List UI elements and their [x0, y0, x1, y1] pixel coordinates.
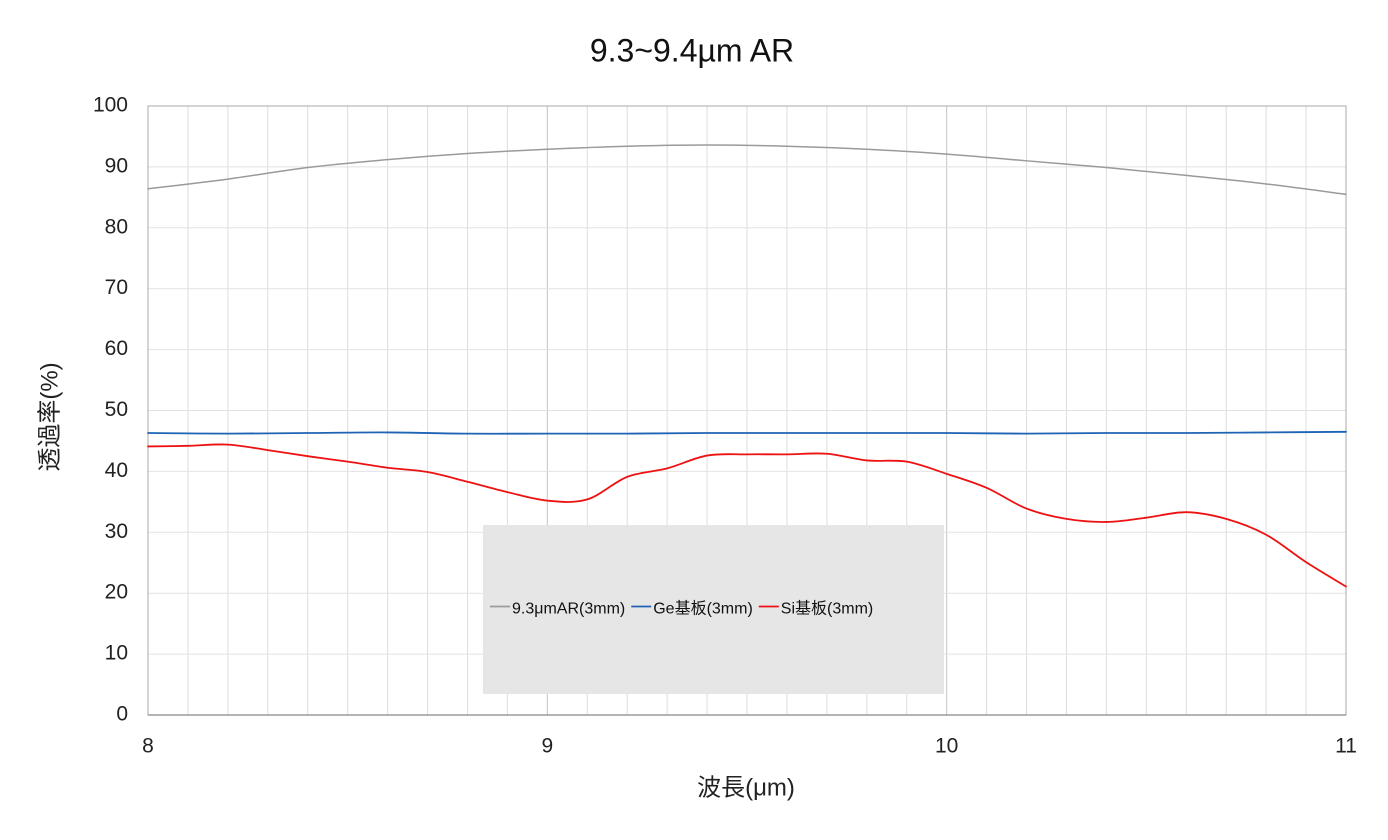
y-tick-label: 70: [105, 276, 128, 299]
x-tick-label: 9: [541, 735, 553, 758]
y-tick-label: 90: [105, 154, 128, 177]
y-tick-labels: 0 10 20 30 40 50 60 70 80 90 100: [93, 94, 128, 726]
y-tick-label: 100: [93, 94, 128, 117]
y-tick-label: 40: [105, 459, 128, 482]
plot-frame: [147, 105, 1347, 716]
legend: 9.3μmAR(3mm) Ge基板(3mm) Si基板(3mm): [483, 525, 944, 694]
x-tick-label: 10: [935, 735, 958, 758]
y-axis-label: 透過率(%): [36, 362, 63, 471]
legend-label: Ge基板(3mm): [653, 600, 753, 618]
y-tick-label: 80: [105, 215, 128, 238]
series-line-ar: [147, 144, 1347, 196]
x-tick-labels: 8 9 10 11: [142, 735, 1357, 758]
x-axis-label: 波長(μm): [697, 774, 795, 801]
y-tick-label: 10: [105, 642, 128, 665]
y-tick-label: 20: [105, 581, 128, 604]
y-tick-label: 30: [105, 520, 128, 543]
chart-title: 9.3~9.4µm AR: [590, 32, 794, 68]
x-tick-label: 8: [142, 735, 154, 758]
legend-label: Si基板(3mm): [781, 600, 873, 618]
legend-label: 9.3μmAR(3mm): [512, 601, 625, 618]
legend-item-ar: 9.3μmAR(3mm): [490, 601, 625, 618]
y-tick-label: 60: [105, 337, 128, 360]
legend-box: [483, 525, 944, 694]
series-line-ge: [147, 430, 1347, 435]
legend-item-si: Si基板(3mm): [758, 600, 873, 618]
legend-item-ge: Ge基板(3mm): [631, 600, 753, 618]
series-line-si: [147, 443, 1347, 588]
series-lines: [147, 144, 1347, 588]
x-tick-label: 11: [1335, 735, 1357, 758]
y-tick-label: 0: [116, 703, 128, 726]
y-tick-label: 50: [105, 398, 128, 421]
